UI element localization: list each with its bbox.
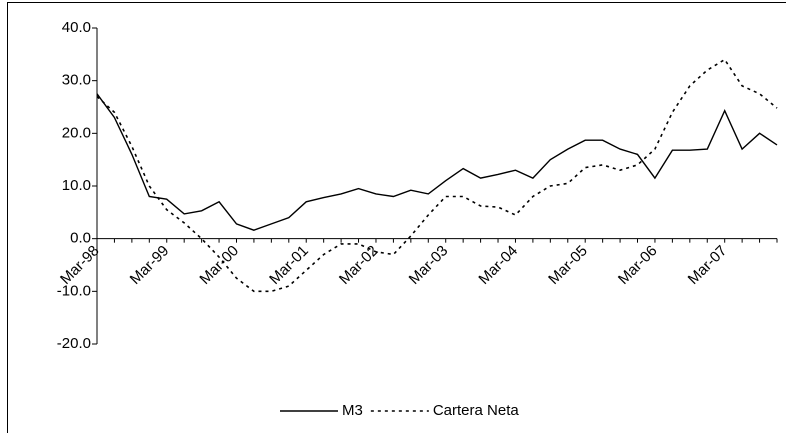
x-tick-label: Mar-02 xyxy=(336,242,382,288)
y-tick-label: -10.0 xyxy=(57,282,91,299)
x-tick-label: Mar-99 xyxy=(127,242,173,288)
y-tick-label: -20.0 xyxy=(57,335,91,352)
chart-border xyxy=(7,2,786,433)
y-tick-label: 10.0 xyxy=(62,177,91,194)
legend-label: M3 xyxy=(342,402,363,419)
x-tick-label: Mar-03 xyxy=(406,242,452,288)
x-tick-label: Mar-06 xyxy=(615,242,661,288)
series-line xyxy=(96,93,778,231)
x-tick-label: Mar-98 xyxy=(57,242,103,288)
y-tick-label: 20.0 xyxy=(62,124,91,141)
x-tick-label: Mar-07 xyxy=(685,242,731,288)
x-tick-label: Mar-01 xyxy=(266,242,312,288)
x-tick-label: Mar-05 xyxy=(545,242,591,288)
y-tick-label: 0.0 xyxy=(70,230,91,247)
x-tick-label: Mar-00 xyxy=(197,242,243,288)
series-line xyxy=(96,58,778,293)
y-tick-label: 30.0 xyxy=(62,72,91,89)
y-tick-label: 40.0 xyxy=(62,19,91,36)
x-tick-label: Mar-04 xyxy=(475,242,521,288)
legend-label: Cartera Neta xyxy=(433,402,520,419)
